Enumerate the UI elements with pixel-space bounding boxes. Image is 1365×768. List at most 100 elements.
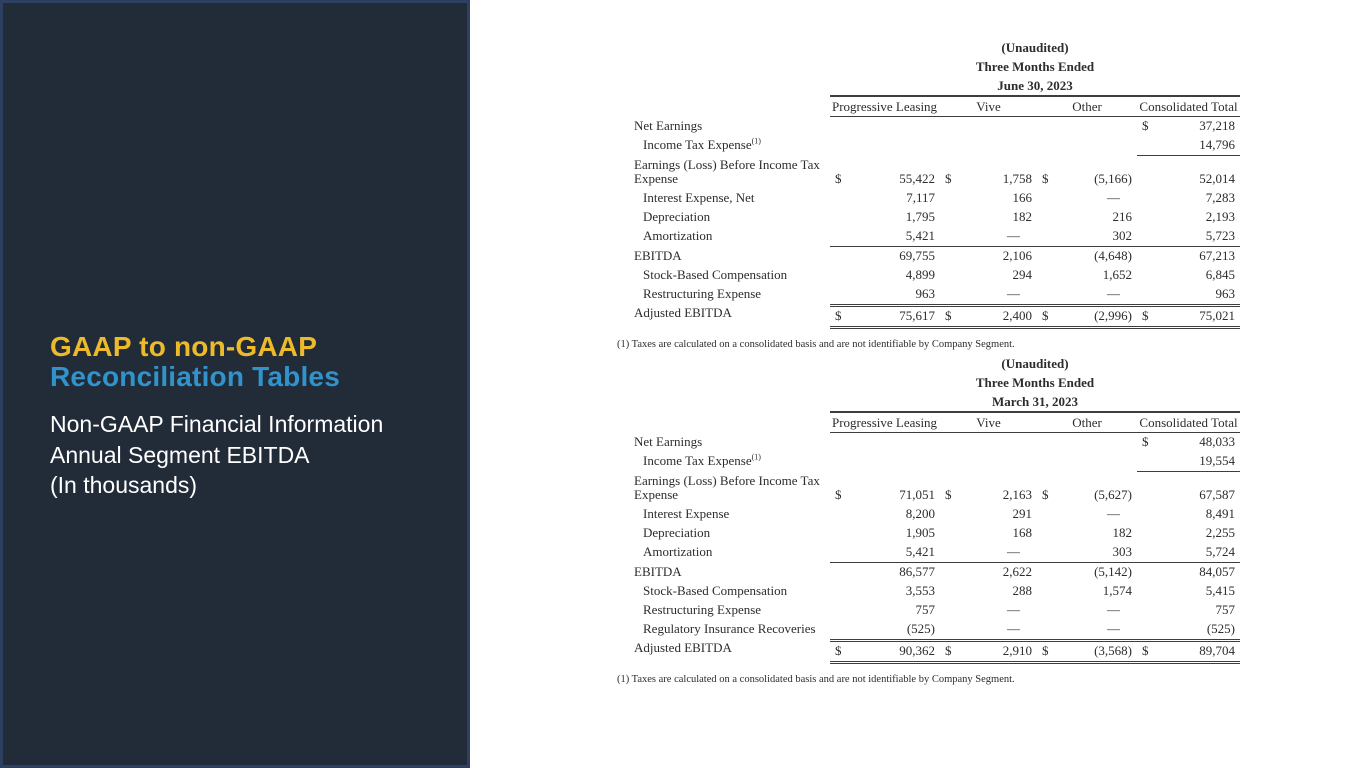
row-label: Regulatory Insurance Recoveries	[643, 621, 816, 636]
value-cell: 8,200	[830, 505, 940, 524]
cell-value: 4,899	[905, 267, 935, 282]
cell-value: 1,795	[905, 209, 935, 224]
cell-value: (5,627)	[1094, 487, 1132, 502]
row-label: Amortization	[643, 544, 713, 559]
row-values: 5,421 — 303 5,724	[830, 543, 1240, 563]
table-period-header: (Unaudited) Three Months Ended June 30, 20…	[830, 38, 1240, 95]
row-values: $90,362 $2,910 $ (3,568) $89,704	[830, 639, 1240, 664]
cell-value: 5,421	[905, 228, 935, 243]
row-label: Income Tax Expense(1)	[643, 452, 761, 468]
value-cell: 6,845	[1137, 266, 1240, 285]
cell-value: 291	[1012, 506, 1033, 521]
dollar-sign: $	[945, 171, 952, 186]
row-values: $55,422 $1,758 $ (5,166) 52,014	[830, 156, 1240, 189]
cell-value: 757	[1215, 602, 1236, 617]
cell-value: 963	[1215, 286, 1236, 301]
cell-value: —	[1107, 190, 1120, 205]
row-label: Depreciation	[643, 209, 711, 224]
value-cell: 1,652	[1037, 266, 1137, 285]
cell-value: —	[1107, 602, 1120, 617]
table-row: Regulatory Insurance Recoveries (525) — — (5…	[617, 620, 1240, 639]
value-cell: 182	[940, 208, 1037, 227]
value-cell: 1,574	[1037, 582, 1137, 601]
cell-value: 303	[1112, 544, 1133, 559]
row-values: 757 — — 757	[830, 601, 1240, 620]
value-cell: (525)	[1137, 620, 1240, 639]
value-cell: 2,255	[1137, 524, 1240, 543]
cell-value: 86,577	[899, 564, 935, 579]
table-row: EBITDA 69,755 2,106 (4,648) 67,213	[617, 247, 1240, 266]
row-values: $37,218	[830, 117, 1240, 136]
value-cell: $71,051	[830, 486, 940, 505]
cell-value: 71,051	[899, 487, 935, 502]
cell-value: 757	[915, 602, 936, 617]
value-cell: $55,422	[830, 170, 940, 189]
table-row: Depreciation 1,905 168 182 2,255	[617, 524, 1240, 543]
value-cell: $ (3,568)	[1037, 642, 1137, 661]
cell-value: 288	[1012, 583, 1033, 598]
reconciliation-table-march-2023: (Unaudited) Three Months Ended March 31, 2…	[617, 354, 1240, 686]
column-header-spacer	[617, 411, 830, 433]
cell-value: 2,163	[1002, 487, 1032, 502]
row-values: 1,905 168 182 2,255	[830, 524, 1240, 543]
slide-title-line1: GAAP to non-GAAP	[50, 330, 318, 362]
value-cell: —	[1037, 285, 1137, 304]
dollar-sign: $	[1142, 308, 1149, 323]
dollar-sign: $	[835, 487, 842, 502]
cell-value: 1,758	[1002, 171, 1032, 186]
cell-value: 7,283	[1205, 190, 1235, 205]
table-period-line: March 31, 2023	[991, 394, 1079, 409]
cell-value: 8,491	[1205, 506, 1235, 521]
cell-value: 90,362	[899, 643, 935, 658]
row-label: Income Tax Expense(1)	[643, 136, 761, 152]
cell-value: 2,106	[1002, 248, 1032, 263]
value-cell: 1,795	[830, 208, 940, 227]
table-row: Stock-Based Compensation 3,553 288 1,574 5,4…	[617, 582, 1240, 601]
value-cell: 5,415	[1137, 582, 1240, 601]
cell-value: 1,574	[1102, 583, 1132, 598]
cell-value: 1,652	[1102, 267, 1132, 282]
cell-value: (3,568)	[1094, 643, 1132, 658]
row-values: 14,796	[830, 136, 1240, 156]
column-header: Other	[1072, 99, 1102, 114]
value-cell: 302	[1037, 227, 1137, 246]
value-cell: 2,622	[940, 563, 1037, 582]
value-cell: 19,554	[1137, 452, 1240, 472]
row-label: Earnings (Loss) Before Income Tax Expens…	[634, 157, 820, 186]
value-cell: —	[1037, 620, 1137, 639]
value-cell: $2,400	[940, 307, 1037, 326]
cell-value: (5,142)	[1094, 564, 1132, 579]
value-cell: $ (5,166)	[1037, 170, 1137, 189]
row-values: 86,577 2,622 (5,142) 84,057	[830, 563, 1240, 582]
cell-value: 302	[1112, 228, 1133, 243]
dollar-sign: $	[1042, 171, 1049, 186]
table-period-line: June 30, 2023	[997, 78, 1073, 93]
value-cell: —	[940, 620, 1037, 639]
value-cell: 67,213	[1137, 247, 1240, 266]
table-footnote: (1) Taxes are calculated on a consolidat…	[617, 674, 1015, 685]
row-label: Interest Expense	[643, 506, 730, 521]
value-cell: 3,553	[830, 582, 940, 601]
cell-value: —	[1007, 286, 1020, 301]
cell-value: —	[1107, 621, 1120, 636]
cell-value: 7,117	[906, 190, 935, 205]
value-cell: $48,033	[1137, 433, 1240, 452]
cell-value: (4,648)	[1094, 248, 1132, 263]
column-header-row: Progressive Leasing Vive Other Consolidated…	[830, 411, 1240, 433]
row-values: 7,117 166 — 7,283	[830, 189, 1240, 208]
value-cell: $75,021	[1137, 307, 1240, 326]
table-row: Amortization 5,421 — 303 5,724	[617, 543, 1240, 563]
row-label: EBITDA	[634, 248, 682, 263]
table-row: Net Earnings $48,033	[617, 433, 1240, 452]
value-cell: 7,117	[830, 189, 940, 208]
dollar-sign: $	[1042, 308, 1049, 323]
dollar-sign: $	[1142, 434, 1149, 449]
row-label: Amortization	[643, 228, 713, 243]
dollar-sign: $	[835, 308, 842, 323]
value-cell: (525)	[830, 620, 940, 639]
dollar-sign: $	[1042, 487, 1049, 502]
table-row: Income Tax Expense(1) 14,796	[617, 136, 1240, 156]
cell-value: 5,415	[1205, 583, 1235, 598]
table-column-headers: Progressive Leasing Vive Other Consolidated…	[617, 411, 1240, 433]
value-cell: —	[940, 543, 1037, 562]
